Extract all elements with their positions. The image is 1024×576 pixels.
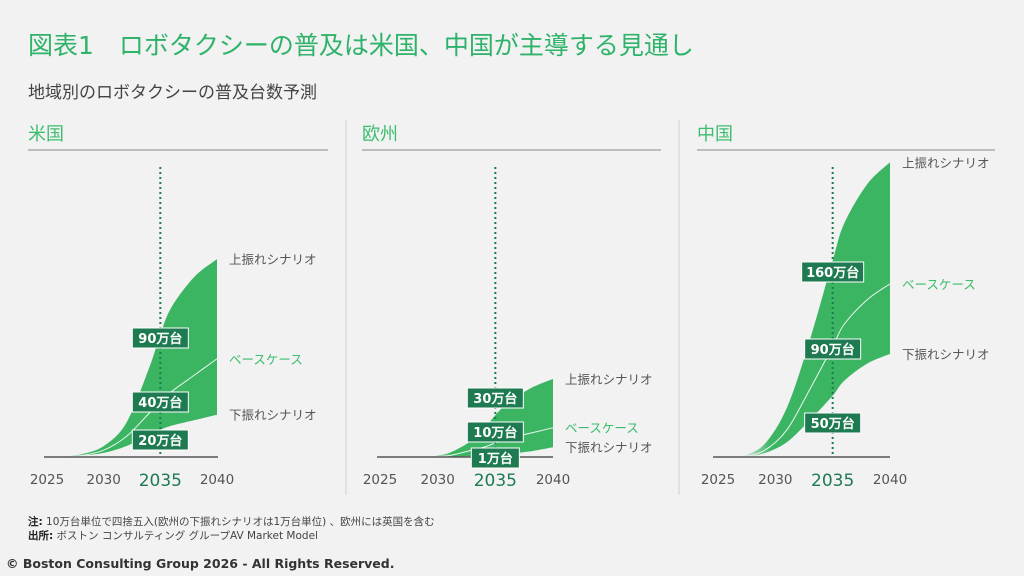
series-label: 上振れシナリオ bbox=[565, 372, 653, 387]
data-label-box bbox=[131, 391, 189, 413]
x-tick-label: 2035 bbox=[139, 471, 182, 491]
data-label: 20万台 bbox=[138, 433, 182, 449]
x-tick-label: 2035 bbox=[474, 471, 517, 491]
x-tick-label: 2040 bbox=[873, 472, 907, 488]
series-label: 下振れシナリオ bbox=[565, 440, 653, 455]
x-tick-label: 2040 bbox=[200, 472, 234, 488]
panel-title: 欧州 bbox=[362, 124, 398, 145]
base-case-line bbox=[58, 358, 218, 458]
data-label: 50万台 bbox=[811, 416, 855, 432]
scenario-range-area bbox=[740, 162, 890, 457]
data-label: 90万台 bbox=[138, 331, 182, 347]
scenario-range-area bbox=[58, 259, 218, 457]
footnote: 注: 10万台単位で四捨五入(欧州の下振れシナリオは1万台単位) 、欧州には英国… bbox=[28, 514, 435, 529]
x-tick-label: 2035 bbox=[811, 471, 854, 491]
series-label: 上振れシナリオ bbox=[902, 155, 990, 170]
data-label: 160万台 bbox=[806, 265, 859, 281]
series-label: ベースケース bbox=[565, 421, 639, 436]
panel-title: 中国 bbox=[697, 124, 733, 145]
x-tick-label: 2030 bbox=[86, 472, 120, 488]
data-label: 30万台 bbox=[473, 391, 517, 407]
series-label: 下振れシナリオ bbox=[229, 408, 317, 423]
x-tick-label: 2030 bbox=[420, 472, 454, 488]
data-label: 90万台 bbox=[811, 342, 855, 358]
source-note: 出所: ボストン コンサルティング グループAV Market Model bbox=[28, 528, 318, 543]
data-label-box bbox=[804, 412, 862, 434]
copyright: © Boston Consulting Group 2026 - All Rig… bbox=[6, 556, 395, 571]
data-label: 1万台 bbox=[478, 451, 513, 467]
data-label: 40万台 bbox=[138, 395, 182, 411]
panel-title: 米国 bbox=[28, 124, 64, 145]
data-label-box bbox=[801, 261, 865, 283]
series-label: ベースケース bbox=[229, 352, 303, 367]
series-label: 上振れシナリオ bbox=[229, 252, 317, 267]
data-label-box bbox=[466, 421, 524, 443]
series-label: 下振れシナリオ bbox=[902, 347, 990, 362]
x-tick-label: 2040 bbox=[536, 472, 570, 488]
data-label-box bbox=[804, 338, 862, 360]
note-label: 注: bbox=[28, 516, 43, 528]
note-text: 10万台単位で四捨五入(欧州の下振れシナリオは1万台単位) 、欧州には英国を含む bbox=[42, 516, 435, 528]
base-case-line bbox=[426, 427, 554, 458]
page-title: 図表1 ロボタクシーの普及は米国、中国が主導する見通し bbox=[28, 31, 694, 60]
series-label: ベースケース bbox=[902, 277, 976, 292]
source-label: 出所: bbox=[28, 530, 54, 542]
data-label-box bbox=[131, 327, 189, 349]
x-tick-label: 2025 bbox=[30, 472, 64, 488]
data-label: 10万台 bbox=[473, 425, 517, 441]
data-label-box bbox=[470, 447, 520, 469]
data-label-box bbox=[131, 429, 189, 451]
data-label-box bbox=[466, 387, 524, 409]
source-text: ボストン コンサルティング グループAV Market Model bbox=[53, 530, 318, 542]
x-tick-label: 2025 bbox=[701, 472, 735, 488]
x-tick-label: 2030 bbox=[758, 472, 792, 488]
base-case-line bbox=[740, 283, 891, 458]
x-tick-label: 2025 bbox=[363, 472, 397, 488]
page-subtitle: 地域別のロボタクシーの普及台数予測 bbox=[28, 83, 317, 103]
